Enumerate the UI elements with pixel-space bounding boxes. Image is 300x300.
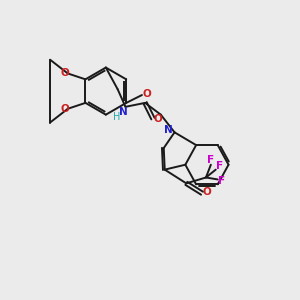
Text: F: F [207,155,214,165]
Text: H: H [113,112,120,122]
Text: N: N [119,107,128,117]
Text: F: F [216,161,223,171]
Text: O: O [142,89,151,99]
Text: N: N [164,125,173,135]
Text: O: O [154,114,162,124]
Text: O: O [60,68,69,78]
Text: O: O [60,104,69,114]
Text: O: O [202,187,211,197]
Text: F: F [218,176,225,186]
